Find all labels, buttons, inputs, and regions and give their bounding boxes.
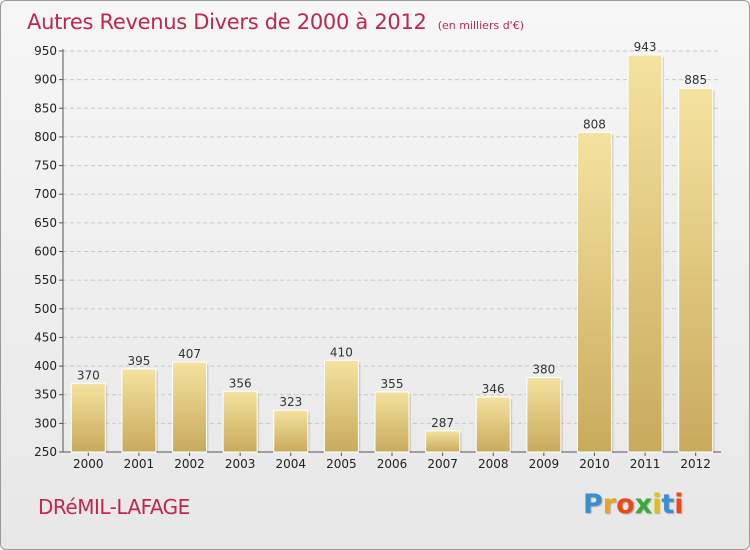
bar (475, 396, 511, 453)
data-label: 323 (279, 395, 302, 409)
logo-letter: x (634, 489, 653, 520)
chart-title: Autres Revenus Divers de 2000 à 2012 (27, 10, 427, 34)
bar (323, 359, 359, 453)
bar (678, 87, 714, 453)
bar (374, 391, 410, 453)
data-label: 808 (583, 117, 606, 131)
x-tick-label: 2000 (73, 457, 104, 471)
x-tick-label: 2001 (124, 457, 155, 471)
y-tick-label: 750 (34, 159, 57, 173)
x-tick-label: 2012 (680, 457, 711, 471)
bar (121, 368, 157, 453)
y-tick-label: 650 (34, 216, 57, 230)
logo-letter: r (602, 489, 617, 520)
bar (627, 54, 663, 453)
bar (172, 361, 208, 453)
y-tick-label: 300 (34, 416, 57, 430)
y-tick-label: 800 (34, 130, 57, 144)
commune-name: DRéMIL-LAFAGE (38, 495, 190, 519)
logo-letter: P (583, 489, 603, 520)
chart-subtitle: (en milliers d'€) (437, 19, 524, 32)
data-label: 380 (532, 363, 555, 377)
data-label: 410 (330, 345, 353, 359)
labels: 370 395 407 356 323 410 355 287 346 380 808 943 885 (77, 40, 707, 430)
y-tick-label: 500 (34, 302, 57, 316)
data-label: 943 (634, 40, 657, 54)
x-tick-label: 2009 (529, 457, 560, 471)
x-tick-label: 2011 (630, 457, 661, 471)
x-tick-label: 2008 (478, 457, 509, 471)
proxiti-logo[interactable]: Proxiti (583, 489, 684, 520)
y-tick-label: 550 (34, 273, 57, 287)
data-label: 370 (77, 368, 100, 382)
x-tick-label: 2010 (579, 457, 610, 471)
title-row: Autres Revenus Divers de 2000 à 2012 (en… (27, 10, 524, 34)
logo-letter: o (616, 489, 635, 520)
x-tick-label: 2007 (427, 457, 458, 471)
y-tick-label: 900 (34, 73, 57, 87)
bar (425, 430, 461, 453)
y-tick-label: 350 (34, 388, 57, 402)
y-tick-label: 450 (34, 330, 57, 344)
data-label: 395 (127, 354, 150, 368)
y-tick-label: 250 (34, 445, 57, 459)
x-tick-label: 2002 (174, 457, 205, 471)
data-label: 287 (431, 416, 454, 430)
bars (70, 54, 715, 453)
x-tick-label: 2005 (326, 457, 357, 471)
data-label: 356 (229, 376, 252, 390)
data-label: 355 (381, 377, 404, 391)
bar (576, 131, 612, 453)
y-tick-label: 400 (34, 359, 57, 373)
x-tick-label: 2003 (225, 457, 256, 471)
logo-letter: i (652, 489, 662, 520)
y-tick-label: 950 (34, 44, 57, 58)
data-label: 407 (178, 347, 201, 361)
bar (273, 409, 309, 453)
y-tick-label: 700 (34, 187, 57, 201)
bar (222, 390, 258, 453)
data-label: 346 (482, 382, 505, 396)
x-tick-label: 2004 (275, 457, 306, 471)
x-tick-label: 2006 (377, 457, 408, 471)
bar (70, 382, 106, 453)
data-label: 885 (684, 73, 707, 87)
y-tick-label: 850 (34, 101, 57, 115)
logo-letter: t (661, 489, 675, 520)
logo-letter: i (674, 489, 684, 520)
y-tick-label: 600 (34, 245, 57, 259)
bar (526, 377, 562, 453)
